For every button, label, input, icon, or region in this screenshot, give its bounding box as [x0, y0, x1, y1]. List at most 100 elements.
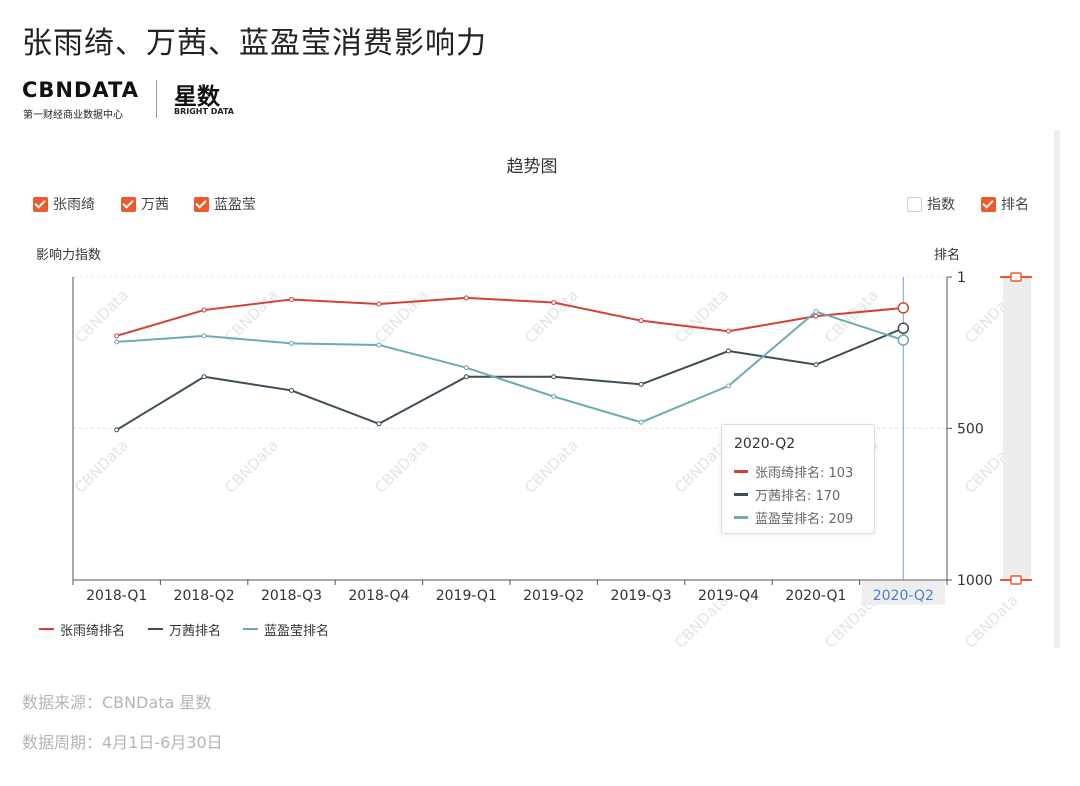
- series-line-icon: [148, 628, 163, 630]
- data-point: [813, 313, 819, 319]
- data-point: [376, 342, 382, 348]
- data-point: [289, 340, 294, 346]
- data-point: [201, 374, 207, 380]
- legend-toggle-lan[interactable]: 蓝盈莹: [194, 195, 256, 213]
- data-point: [897, 302, 910, 314]
- tooltip-title: 2020-Q2: [734, 436, 796, 452]
- data-point: [114, 333, 120, 339]
- x-tick-label: 2020-Q2: [873, 588, 934, 604]
- tooltip-value: 万茜排名: 170: [755, 488, 841, 504]
- series-line-icon: [243, 628, 258, 630]
- legend-label: 指数: [927, 197, 955, 213]
- data-point: [201, 333, 207, 339]
- brand-divider: [156, 80, 157, 118]
- y-axis-right-label: 排名: [934, 248, 961, 263]
- x-tick-label: 2018-Q2: [174, 588, 235, 604]
- highlight-tick-bg: [861, 581, 945, 605]
- brand-product-subtitle: BRIGHT DATA: [174, 107, 234, 116]
- series-line-icon: [734, 515, 748, 519]
- data-point: [376, 421, 382, 427]
- series-line-icon: [734, 469, 748, 473]
- series-line: [116, 327, 904, 431]
- data-point: [289, 387, 294, 393]
- data-point: [897, 322, 910, 335]
- x-tick-label: 2019-Q1: [436, 588, 497, 604]
- checkbox-icon: [121, 196, 136, 212]
- zoom-slider-track: [1003, 277, 1031, 580]
- legend-label: 排名: [1001, 197, 1029, 213]
- watermark-text: CBNData: [671, 286, 732, 347]
- data-point: [463, 365, 469, 371]
- data-point: [726, 328, 731, 334]
- data-source: 数据来源：CBNData 星数: [22, 693, 212, 712]
- x-tick-label: 2020-Q1: [785, 588, 846, 604]
- brand-subtitle: 第一财经商业数据中心: [23, 110, 123, 121]
- legend-label: 万茜: [141, 197, 169, 213]
- y-tick-label: 500: [957, 421, 984, 437]
- watermark-text: CBNData: [71, 286, 132, 347]
- x-tick-label: 2018-Q4: [348, 588, 409, 604]
- tooltip-value: 蓝盈莹排名: 209: [755, 511, 854, 527]
- zoom-slider-handle: [1010, 575, 1022, 585]
- data-point: [201, 307, 207, 313]
- watermark-text: CBNData: [521, 286, 582, 347]
- legend-toggle-rank[interactable]: 排名: [981, 195, 1029, 213]
- data-point: [897, 334, 910, 346]
- data-point: [813, 362, 819, 368]
- data-point: [551, 299, 557, 305]
- tooltip-value: 张雨绮排名: 103: [755, 465, 854, 481]
- x-tick-label: 2019-Q3: [611, 588, 672, 604]
- data-point: [376, 301, 382, 307]
- tooltip-row: 张雨绮排名: 103: [734, 462, 854, 481]
- x-tick-label: 2018-Q3: [261, 588, 322, 604]
- data-point: [114, 339, 120, 345]
- x-tick-label: 2019-Q2: [523, 588, 584, 604]
- tooltip-row: 蓝盈莹排名: 209: [734, 508, 854, 527]
- legend-toggle-wan[interactable]: 万茜: [121, 195, 169, 213]
- panel-edge: [1054, 130, 1060, 648]
- legend-label: 张雨绮: [53, 197, 95, 213]
- x-tick-label: 2018-Q1: [86, 588, 147, 604]
- series-legend-label: 蓝盈莹排名: [264, 623, 330, 639]
- data-point: [813, 309, 819, 315]
- watermark-text: CBNData: [371, 286, 432, 347]
- series-line: [116, 296, 904, 337]
- y-axis-left-label: 影响力指数: [36, 248, 102, 263]
- chart-tooltip: 2020-Q2 张雨绮排名: 103 万茜排名: 170 蓝盈莹排名: 209: [721, 424, 875, 534]
- data-point: [726, 383, 731, 389]
- series-line-icon: [39, 628, 54, 630]
- y-tick-label: 1000: [957, 573, 993, 589]
- watermark-text: CBNData: [521, 436, 582, 497]
- legend-toggle-zhang[interactable]: 张雨绮: [33, 195, 95, 213]
- data-point: [726, 348, 731, 354]
- legend-label: 蓝盈莹: [214, 197, 256, 213]
- series-line-icon: [734, 492, 748, 496]
- data-point: [114, 427, 120, 433]
- data-point: [463, 374, 469, 380]
- data-point: [638, 318, 644, 324]
- checkbox-icon: [907, 196, 922, 212]
- watermark-text: CBNData: [961, 591, 1022, 652]
- watermark-text: CBNData: [71, 436, 132, 497]
- data-period: 数据周期：4月1日-6月30日: [22, 733, 223, 752]
- series-legend-label: 张雨绮排名: [60, 623, 126, 639]
- series-legend-wan[interactable]: 万茜排名: [148, 620, 222, 639]
- y-tick-label: 1: [957, 270, 966, 286]
- series-legend-zhang[interactable]: 张雨绮排名: [39, 620, 126, 639]
- brand-product: 星数: [174, 84, 220, 110]
- checkbox-icon: [981, 196, 996, 212]
- brand-name: CBNDATA: [22, 78, 139, 102]
- watermark-text: CBNData: [371, 436, 432, 497]
- page-title: 张雨绮、万茜、蓝盈莹消费影响力: [22, 26, 487, 61]
- checkbox-icon: [194, 196, 209, 212]
- data-point: [638, 381, 644, 387]
- series-legend-lan[interactable]: 蓝盈莹排名: [243, 620, 330, 639]
- watermark-text: CBNData: [221, 436, 282, 497]
- data-point: [551, 394, 557, 400]
- tooltip-row: 万茜排名: 170: [734, 485, 841, 504]
- series-legend-label: 万茜排名: [169, 623, 222, 639]
- data-point: [463, 295, 469, 301]
- data-point: [551, 374, 557, 380]
- legend-toggle-index[interactable]: 指数: [907, 195, 955, 213]
